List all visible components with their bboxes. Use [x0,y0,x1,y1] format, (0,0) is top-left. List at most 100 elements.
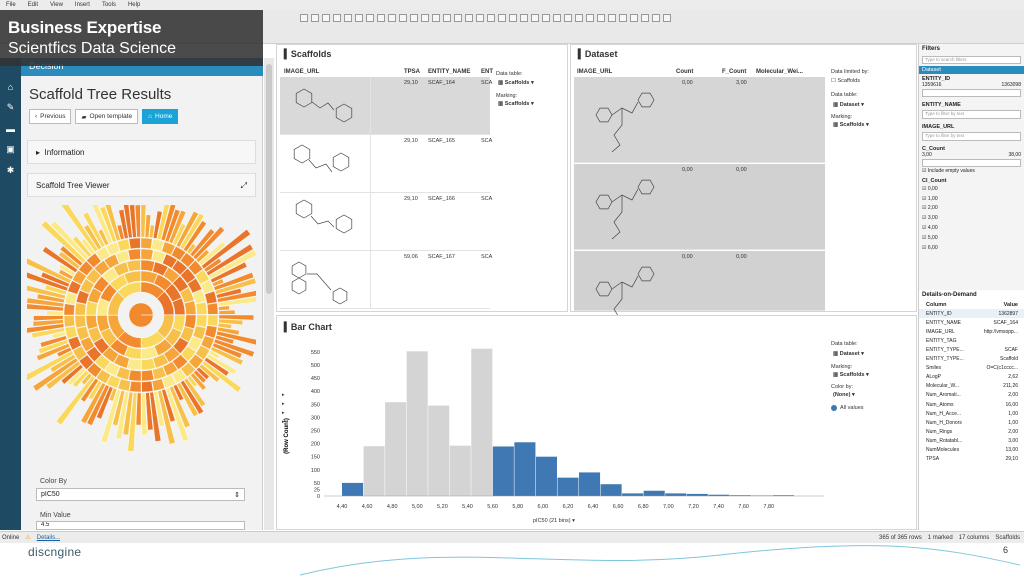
histogram-bar[interactable] [708,494,730,496]
sunburst-segment[interactable] [88,205,113,245]
sunburst-segment[interactable] [117,281,141,300]
sunburst-segment[interactable] [160,205,176,241]
sunburst-segment[interactable] [74,315,87,329]
axis-arrow-icon[interactable]: ▸ [282,392,285,398]
sunburst-segment[interactable] [204,290,218,305]
ds-marking-select[interactable]: ▥ Scaffolds ▾ [833,122,869,128]
cl-count-checkbox[interactable]: ☑ 2,00 [922,205,938,212]
toolbar-tool-icon[interactable] [344,14,352,22]
sunburst-segment[interactable] [109,274,128,292]
table-row[interactable]: 0,00 3,00 [574,77,825,163]
sunburst-segment[interactable] [27,284,66,300]
col-image-url[interactable]: IMAGE_URL [284,69,320,75]
sunburst-segment[interactable] [216,288,242,299]
histogram-bar[interactable] [535,456,557,496]
toolbar-tool-icon[interactable] [454,14,462,22]
sunburst-segment[interactable] [38,339,69,354]
histogram-bar[interactable] [492,446,514,496]
c-count-slider[interactable] [922,159,1021,167]
histogram-bar[interactable] [449,445,471,496]
asterisk-icon[interactable]: ✱ [6,165,15,175]
sunburst-segment[interactable] [183,377,206,408]
sunburst-segment[interactable] [32,319,64,327]
sunburst-segment[interactable] [217,296,256,307]
axis-arrow-icon[interactable]: ▸ [282,401,285,407]
sunburst-segment[interactable] [86,362,102,378]
sunburst-segment[interactable] [86,346,102,362]
sunburst-segment[interactable] [135,392,142,426]
sunburst-segment[interactable] [148,224,155,239]
sunburst-segment[interactable] [129,381,142,393]
image-url-text-filter[interactable]: Type to filter by text [922,132,1021,141]
sunburst-segment[interactable] [127,248,141,261]
sunburst-segment[interactable] [79,278,95,294]
sunburst-segment[interactable] [101,267,119,284]
sunburst-segment[interactable] [140,259,155,272]
histogram-bar[interactable] [557,477,579,496]
histogram-bar[interactable] [471,348,493,496]
sunburst-segment[interactable] [195,301,208,315]
sunburst-segment[interactable] [124,346,142,360]
sunburst-segment[interactable] [162,374,177,389]
sunburst-segment[interactable] [99,206,117,243]
toolbar-tool-icon[interactable] [322,14,330,22]
sunburst-segment[interactable] [176,210,199,248]
histogram-bar[interactable] [363,446,385,496]
sunburst-segment[interactable] [51,331,66,339]
sunburst-segment[interactable] [194,269,210,285]
sunburst-segment[interactable] [193,369,207,384]
sunburst-segment[interactable] [97,228,110,246]
sunburst-segment[interactable] [164,283,182,302]
sunburst-segment[interactable] [218,305,230,311]
sunburst-segment[interactable] [107,291,125,316]
entity-id-slider[interactable] [922,89,1021,97]
sunburst-segment[interactable] [162,361,178,376]
sunburst-segment[interactable] [163,267,180,284]
sunburst-segment[interactable] [56,346,72,358]
sunburst-segment[interactable] [208,249,256,280]
sunburst-segment[interactable] [188,260,204,276]
sunburst-segment[interactable] [162,253,178,269]
sunburst-segment[interactable] [36,293,65,304]
sunburst-segment[interactable] [102,346,119,363]
toolbar-tool-icon[interactable] [619,14,627,22]
cl-count-checkbox[interactable]: ☑ 0,00 [922,185,938,192]
sunburst-segment[interactable] [156,205,173,240]
menu-tools[interactable]: Tools [101,2,116,8]
sunburst-segment[interactable] [171,246,186,261]
sunburst-chart[interactable] [27,205,256,465]
sunburst-segment[interactable] [216,330,256,347]
sunburst-segment[interactable] [72,370,90,388]
entity-name-text-filter[interactable]: Type to filter by text [922,110,1021,119]
sunburst-segment[interactable] [213,272,254,291]
sunburst-segment[interactable] [127,392,138,452]
sunburst-segment[interactable] [200,335,215,350]
toolbar-tool-icon[interactable] [652,14,660,22]
sunburst-segment[interactable] [117,378,131,392]
sunburst-segment[interactable] [172,275,189,293]
sunburst-segment[interactable] [171,259,188,276]
toolbar-tool-icon[interactable] [311,14,319,22]
ds-col-fcount[interactable]: F_Count [722,69,747,75]
histogram-bar[interactable] [643,490,665,496]
histogram-bar[interactable] [665,493,687,496]
sunburst-segment[interactable] [183,220,207,252]
col-ent[interactable]: ENT [481,69,493,75]
sunburst-segment[interactable] [152,366,167,380]
cl-count-checkbox[interactable]: ☑ 4,00 [922,225,938,232]
axis-arrow-icon[interactable]: ▸ [282,419,285,425]
sunburst-segment[interactable] [123,270,141,284]
sunburst-segment[interactable] [128,302,154,328]
histogram-bar[interactable] [600,484,622,496]
sunburst-segment[interactable] [172,384,184,401]
home-icon[interactable]: ⌂ [7,81,14,92]
table-row[interactable]: 0,00 0,00 [574,251,825,327]
menu-help[interactable]: Help [127,2,141,8]
toolbar-tool-icon[interactable] [531,14,539,22]
sunburst-segment[interactable] [172,223,187,246]
sunburst-segment[interactable] [206,243,254,276]
sunburst-segment[interactable] [106,374,121,389]
sunburst-segment[interactable] [27,302,64,312]
sunburst-segment[interactable] [152,261,169,277]
sunburst-segment[interactable] [151,250,166,264]
